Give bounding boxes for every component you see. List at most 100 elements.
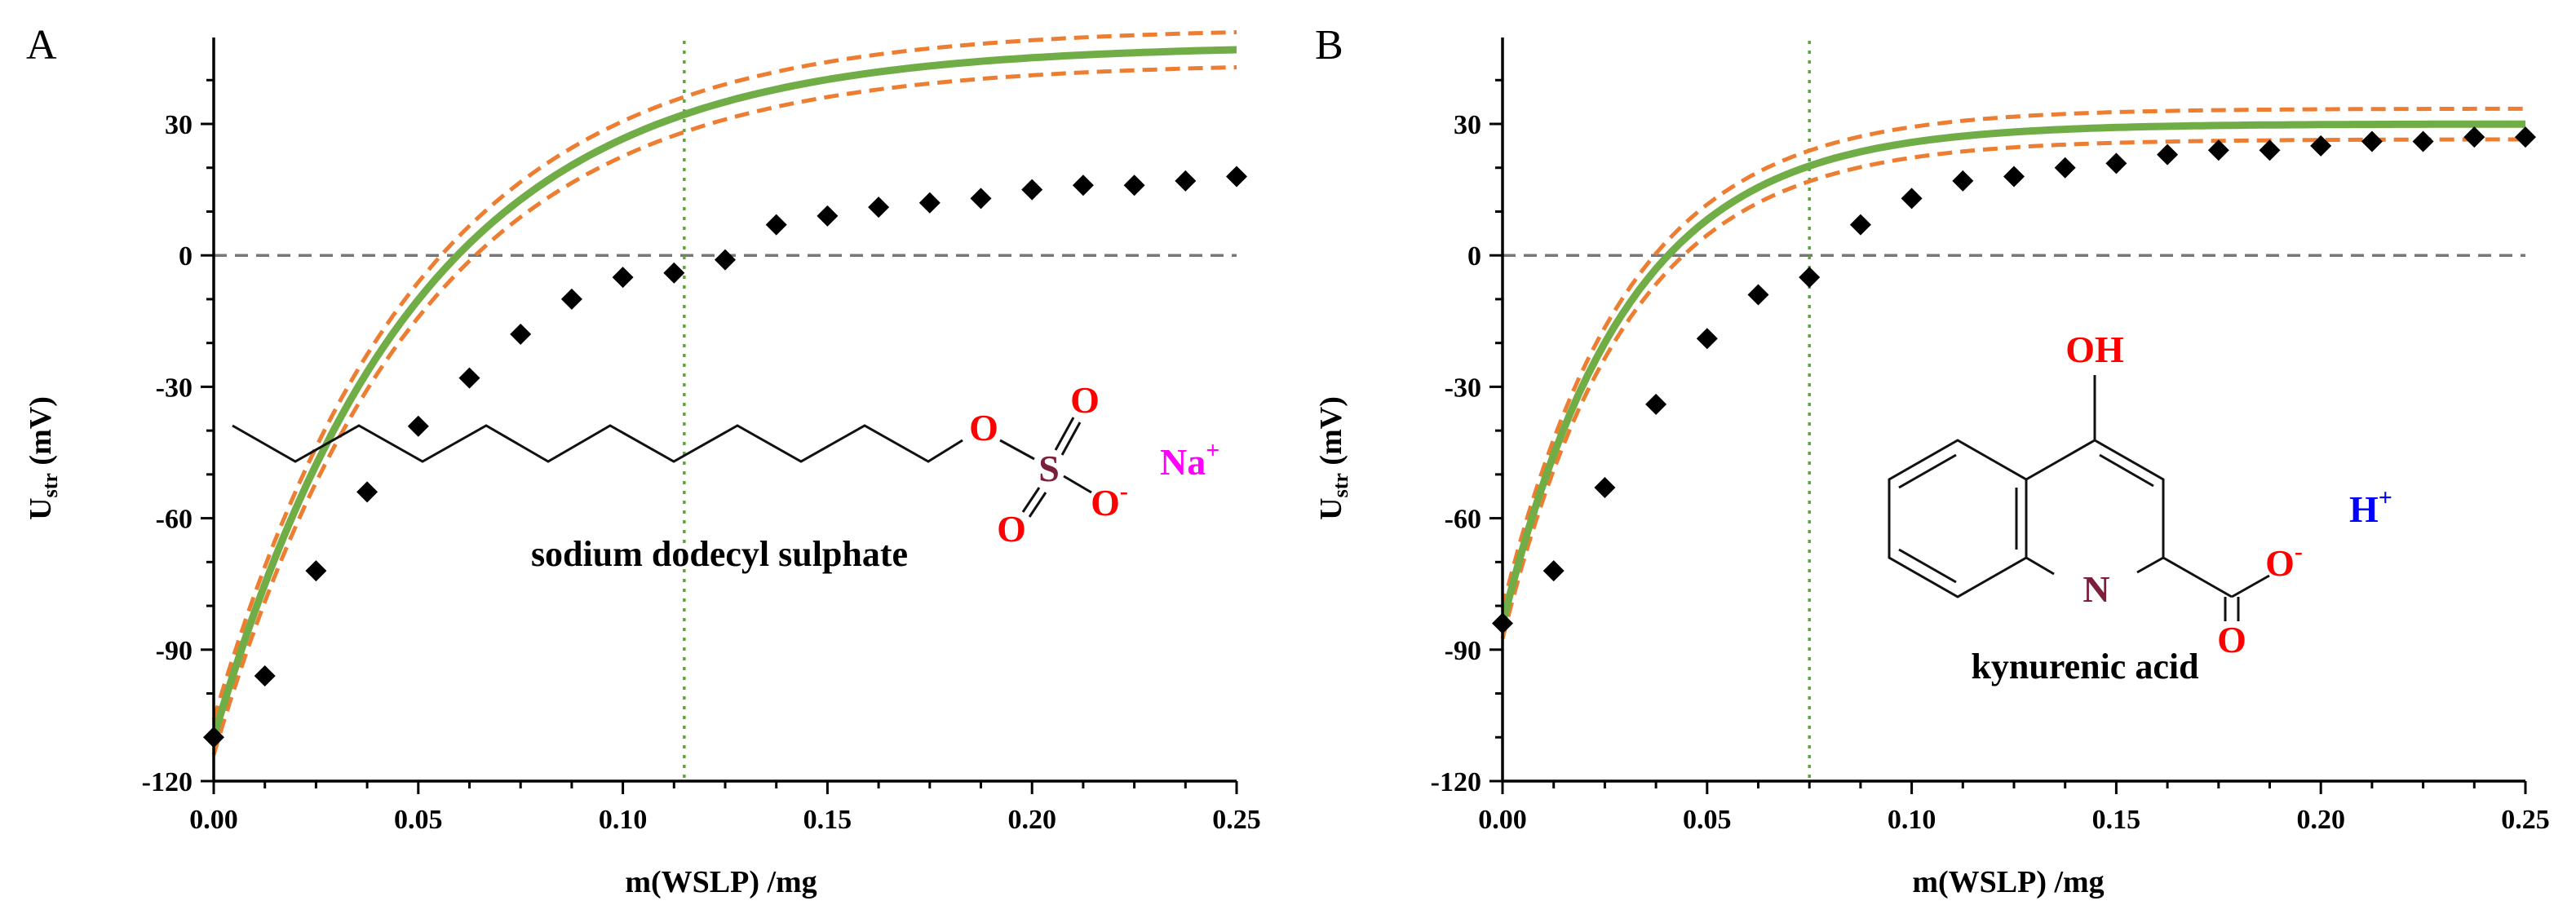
data-point [1747,284,1769,306]
x-tick-label: 0.10 [1888,805,1936,835]
data-point [1543,560,1565,582]
x-tick-label: 0.05 [394,805,443,835]
data-point [510,323,532,345]
ring-nitrogen: N [2082,568,2109,610]
fit-curve [1498,120,2525,625]
x-tick-label: 0.15 [803,805,852,835]
sds-ester-oxygen: O [969,407,998,448]
sds-alkyl-chain [232,424,963,463]
x-axis-label: m(WSLP) /mg [1912,865,2104,899]
panel-b: B -120 -90 -60 -30 0 30 0.00 0.05 0.10 0.15 0.20 0.… [1314,22,2550,899]
sds-sulfur: S [1038,448,1060,489]
data-point [203,726,224,748]
y-tick-label: -30 [156,373,193,403]
y-tick-label: 0 [179,241,193,272]
data-point [2003,166,2025,188]
panel-a: A -120 -90 -60 -30 0 30 0.00 0.05 0.10 0.15 0.20 0.… [24,22,1261,899]
fit-curve [210,46,1237,739]
data-point [612,267,634,289]
pyridine-ring [2025,439,2165,574]
y-tick-label: -120 [1431,767,1481,797]
x-tick-label: 0.20 [1007,805,1056,835]
bond [1021,487,1041,513]
x-tick-label: 0.25 [1212,805,1261,835]
data-point [254,665,276,687]
fit-curve [210,46,1237,739]
data-point [1021,179,1043,201]
data-point [2105,152,2127,174]
confidence-band [1500,106,2525,640]
bond [2099,453,2154,488]
sds-oxygen-top: O [1070,379,1100,421]
data-point [1226,166,1247,188]
data-point [2157,144,2179,166]
y-tick-label: 30 [1454,110,1481,140]
carboxylate-oxygen: O- [2265,538,2303,584]
data-point [765,214,787,236]
bond [1898,548,1957,584]
data-point [1696,328,1718,350]
hydroxyl-group: OH [2065,329,2124,370]
data-point [1175,170,1197,192]
data-point [2515,126,2536,148]
bond [2162,556,2233,598]
x-tick-label: 0.15 [2092,805,2141,835]
y-tick-label: -60 [1445,505,1481,535]
data-point [868,196,890,219]
y-tick-label: -60 [156,505,193,535]
axes [201,38,1238,794]
sds-molecule: O S O O O- Na+ sodium dodecyl sulphate [232,379,1219,574]
tick-labels: -120 -90 -60 -30 0 30 0.00 0.05 0.10 0.15 0.20 0.25 [142,110,1261,835]
kynurenic-acid-molecule [1888,375,2270,621]
data-point [918,192,941,214]
confidence-band [211,30,1237,756]
lower-confidence-curve [211,65,1237,756]
data-point [2207,139,2229,161]
data-point [1849,214,1871,236]
x-tick-label: 0.00 [1478,805,1527,835]
fit-curve [1498,120,2525,625]
data-point [2412,130,2434,152]
data-point [458,367,480,389]
data-points [203,166,1247,748]
y-tick-label: -120 [142,767,193,797]
panel-label-b: B [1315,22,1343,68]
data-point [356,481,378,503]
sodium-ion: Na+ [1160,437,1219,483]
hydrogen-ion: H+ [2349,484,2392,530]
data-point [2361,130,2383,152]
data-point [2463,126,2485,148]
upper-confidence-curve [1500,106,2525,609]
x-tick-label: 0.00 [189,805,238,835]
data-point [715,249,736,271]
sds-oxygen-bottom: O [997,508,1026,550]
x-tick-label: 0.05 [1683,805,1732,835]
bond [1028,492,1047,518]
data-point [663,262,685,284]
bond [1054,417,1075,451]
data-point [1492,612,1513,634]
molecule-name: sodium dodecyl sulphate [531,534,908,574]
bond [999,439,1035,461]
data-point [1799,267,1821,289]
data-points [1492,126,2536,634]
data-point [2259,139,2281,161]
data-point [1123,174,1145,196]
benzene-ring [1888,439,2028,598]
data-point [2310,135,2332,157]
tick-labels: -120 -90 -60 -30 0 30 0.00 0.05 0.10 0.15 0.20 0.25 [1431,110,2550,835]
panel-label-a: A [26,22,57,68]
bond [2231,574,2270,598]
data-point [1901,188,1923,210]
data-point [1645,393,1667,415]
data-point [407,415,429,437]
data-point [817,205,839,227]
data-point [1072,174,1094,196]
data-point [560,288,582,310]
x-axis-label: m(WSLP) /mg [625,865,817,899]
x-tick-label: 0.25 [2501,805,2550,835]
data-point [2054,157,2076,179]
y-tick-label: 30 [165,110,193,140]
y-tick-label: -90 [1445,636,1481,666]
